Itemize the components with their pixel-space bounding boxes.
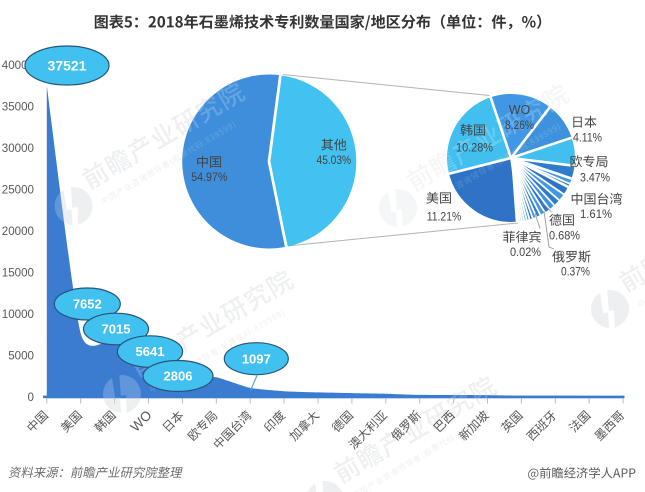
svg-text:7652: 7652 <box>73 297 102 312</box>
svg-text:7015: 7015 <box>102 322 131 337</box>
svg-text:1.61%: 1.61% <box>580 209 612 221</box>
svg-text:1097: 1097 <box>242 351 271 366</box>
svg-text:54.97%: 54.97% <box>191 172 227 184</box>
svg-text:25000: 25000 <box>2 184 34 197</box>
svg-text:30000: 30000 <box>2 142 34 155</box>
svg-text:0.37%: 0.37% <box>561 267 590 279</box>
svg-text:0.02%: 0.02% <box>510 247 541 259</box>
svg-text:35000: 35000 <box>2 101 34 114</box>
svg-text:2806: 2806 <box>164 369 193 384</box>
svg-text:10000: 10000 <box>2 308 34 321</box>
svg-text:3.47%: 3.47% <box>580 173 610 185</box>
svg-text:37521: 37521 <box>48 57 87 73</box>
svg-text:5641: 5641 <box>136 344 165 359</box>
svg-text:45.03%: 45.03% <box>317 155 352 167</box>
svg-text:WO: WO <box>128 408 155 435</box>
svg-text:5000: 5000 <box>8 350 34 363</box>
svg-text:WO: WO <box>509 103 531 117</box>
svg-text:8.26%: 8.26% <box>505 120 534 132</box>
svg-text:11.21%: 11.21% <box>427 212 462 224</box>
svg-text:0: 0 <box>28 391 34 404</box>
svg-text:10.28%: 10.28% <box>456 143 493 155</box>
svg-text:15000: 15000 <box>2 267 34 280</box>
svg-text:0.68%: 0.68% <box>549 230 580 242</box>
svg-text:20000: 20000 <box>2 225 34 238</box>
svg-text:4.11%: 4.11% <box>573 133 602 145</box>
